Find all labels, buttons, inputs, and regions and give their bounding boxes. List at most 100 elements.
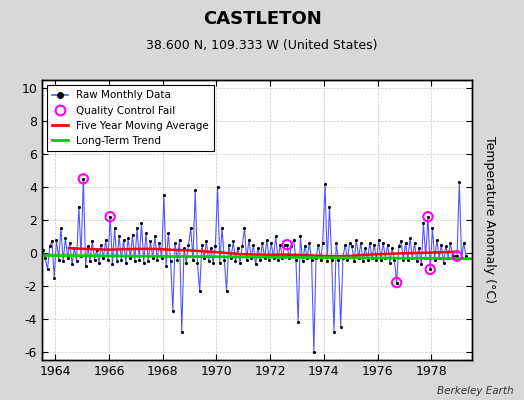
Point (292, 256, 300, 263)
Point (151, 233, 159, 240)
Point (285, 255, 293, 261)
Point (148, 255, 157, 261)
Point (198, 242, 206, 248)
Point (278, 255, 287, 261)
Point (372, 256, 380, 263)
Point (218, 225, 226, 232)
Point (108, 261, 117, 268)
Point (345, 240, 354, 246)
Point (52, 236, 61, 243)
Point (247, 255, 255, 261)
Point (142, 230, 150, 236)
Point (363, 256, 372, 263)
Point (319, 240, 327, 246)
Point (84, 243, 92, 250)
Point (258, 240, 267, 246)
Point (401, 240, 410, 246)
Point (206, 245, 215, 251)
Point (171, 240, 179, 246)
Point (392, 279, 401, 286)
Point (195, 288, 204, 294)
Point (421, 255, 430, 261)
Point (106, 214, 114, 220)
Point (343, 256, 352, 263)
Point (357, 240, 365, 246)
Point (209, 260, 217, 266)
Point (93, 246, 101, 253)
Point (276, 242, 285, 248)
Point (184, 242, 193, 248)
Point (424, 214, 432, 220)
Point (280, 242, 289, 248)
Point (426, 266, 434, 273)
Point (187, 225, 195, 232)
Point (28, 236, 36, 243)
Point (431, 256, 439, 263)
Point (316, 256, 325, 263)
Point (303, 255, 311, 261)
Point (334, 256, 343, 263)
Point (417, 261, 425, 268)
Point (254, 245, 262, 251)
Point (419, 220, 428, 226)
Point (68, 261, 77, 268)
Point (301, 243, 309, 250)
Point (229, 238, 237, 245)
Point (173, 256, 181, 263)
Point (111, 225, 119, 232)
Point (41, 255, 49, 261)
Point (104, 256, 112, 263)
Point (336, 324, 345, 330)
Point (283, 242, 291, 248)
Point (231, 258, 239, 264)
Point (74, 204, 83, 210)
Point (46, 243, 54, 250)
Point (245, 236, 253, 243)
Point (274, 256, 282, 263)
Point (354, 255, 363, 261)
Point (211, 243, 220, 250)
Point (180, 245, 188, 251)
Point (133, 225, 141, 232)
Point (460, 240, 468, 246)
Point (457, 255, 466, 261)
Point (328, 256, 336, 263)
Point (375, 236, 383, 243)
Point (234, 245, 242, 251)
Point (350, 258, 358, 264)
Point (169, 307, 177, 314)
Point (102, 236, 110, 243)
Point (66, 240, 74, 246)
Point (412, 258, 421, 264)
Point (153, 256, 161, 263)
Point (59, 258, 68, 264)
Point (325, 204, 334, 210)
Point (144, 258, 152, 264)
Point (435, 255, 443, 261)
Point (200, 255, 209, 261)
Point (32, 255, 40, 261)
Point (124, 235, 132, 241)
Point (95, 260, 103, 266)
Point (424, 214, 432, 220)
Point (97, 242, 105, 248)
Point (428, 225, 436, 232)
Point (368, 255, 376, 261)
Point (348, 243, 356, 250)
Point (384, 242, 392, 248)
Point (182, 260, 190, 266)
Y-axis label: Temperature Anomaly (°C): Temperature Anomaly (°C) (483, 136, 496, 304)
Point (426, 266, 434, 273)
Point (332, 240, 341, 246)
Point (321, 180, 329, 187)
Point (294, 319, 302, 325)
Point (408, 255, 417, 261)
Point (267, 240, 276, 246)
Point (99, 255, 107, 261)
Point (39, 246, 47, 253)
Point (106, 214, 114, 220)
Point (86, 258, 94, 264)
Point (61, 235, 70, 241)
Point (157, 255, 166, 261)
Point (403, 256, 412, 263)
